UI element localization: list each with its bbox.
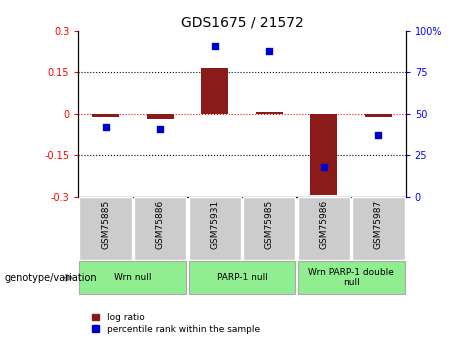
Bar bbox=[147, 114, 174, 119]
Bar bbox=[352, 197, 405, 260]
Bar bbox=[243, 197, 296, 260]
Text: PARP-1 null: PARP-1 null bbox=[217, 273, 267, 282]
Bar bbox=[365, 114, 392, 117]
Text: GSM75985: GSM75985 bbox=[265, 200, 274, 249]
Point bbox=[375, 132, 382, 138]
Text: GSM75986: GSM75986 bbox=[319, 200, 328, 249]
Bar bbox=[201, 68, 228, 114]
Point bbox=[211, 43, 219, 49]
Bar bbox=[298, 197, 350, 260]
Bar bbox=[79, 197, 132, 260]
Text: GSM75931: GSM75931 bbox=[210, 200, 219, 249]
Point bbox=[157, 126, 164, 131]
Bar bbox=[189, 261, 296, 294]
Point bbox=[320, 164, 327, 170]
Point bbox=[102, 124, 109, 130]
Text: GSM75886: GSM75886 bbox=[156, 200, 165, 249]
Text: Wrn null: Wrn null bbox=[114, 273, 152, 282]
Text: genotype/variation: genotype/variation bbox=[5, 273, 97, 283]
Bar bbox=[189, 197, 241, 260]
Legend: log ratio, percentile rank within the sample: log ratio, percentile rank within the sa… bbox=[92, 313, 260, 334]
Text: Wrn PARP-1 double
null: Wrn PARP-1 double null bbox=[308, 268, 394, 287]
Bar bbox=[298, 261, 405, 294]
Point bbox=[266, 48, 273, 54]
Bar bbox=[310, 114, 337, 195]
Bar bbox=[92, 114, 119, 117]
Text: GSM75885: GSM75885 bbox=[101, 200, 110, 249]
Title: GDS1675 / 21572: GDS1675 / 21572 bbox=[181, 16, 303, 30]
Bar bbox=[134, 197, 186, 260]
Text: GSM75987: GSM75987 bbox=[374, 200, 383, 249]
Bar bbox=[256, 112, 283, 114]
Bar bbox=[79, 261, 186, 294]
